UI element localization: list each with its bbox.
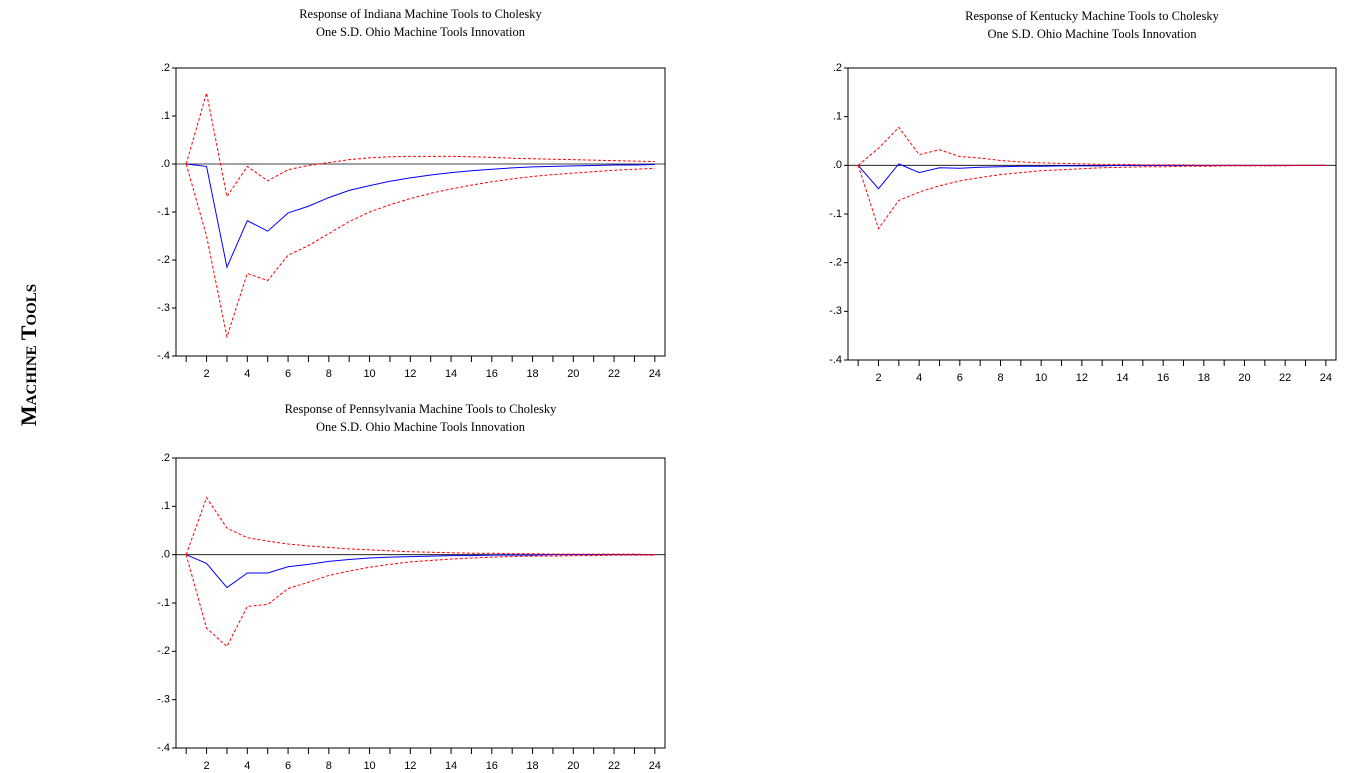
y-tick-label: -.2 xyxy=(829,257,842,269)
y-tick-label: .0 xyxy=(833,159,842,171)
x-tick-label: 24 xyxy=(649,368,661,380)
series-line xyxy=(857,164,1326,230)
x-tick-label: 24 xyxy=(1320,372,1332,384)
x-tick-label: 16 xyxy=(1157,372,1169,384)
series-line xyxy=(185,496,655,556)
series-line xyxy=(185,554,655,648)
y-tick-label: -.3 xyxy=(157,694,170,706)
y-tick-label: -.1 xyxy=(829,208,842,220)
plot-frame xyxy=(175,457,666,749)
x-tick-label: 2 xyxy=(204,368,210,380)
chart: Response of Indiana Machine Tools to Cho… xyxy=(157,7,666,380)
y-tick-label: .1 xyxy=(161,500,170,512)
x-tick-label: 10 xyxy=(363,760,375,772)
x-tick-label: 12 xyxy=(1076,372,1088,384)
chart-subtitle: One S.D. Ohio Machine Tools Innovation xyxy=(316,420,526,434)
plot-frame xyxy=(175,67,666,357)
x-tick-label: 2 xyxy=(875,372,881,384)
x-tick-label: 20 xyxy=(567,760,579,772)
y-tick-label: -.1 xyxy=(157,206,170,218)
x-tick-label: 4 xyxy=(916,372,922,384)
x-tick-label: 12 xyxy=(404,368,416,380)
y-tick-label: .1 xyxy=(161,110,170,122)
x-tick-label: 22 xyxy=(608,760,620,772)
chart-title: Response of Kentucky Machine Tools to Ch… xyxy=(965,9,1219,23)
y-tick-label: -.2 xyxy=(157,645,170,657)
chart-subtitle: One S.D. Ohio Machine Tools Innovation xyxy=(316,25,526,39)
y-tick-label: -.4 xyxy=(157,742,170,754)
chart: Response of Pennsylvania Machine Tools t… xyxy=(157,402,666,772)
x-tick-label: 14 xyxy=(445,368,457,380)
y-tick-label: .2 xyxy=(161,62,170,74)
x-tick-label: 6 xyxy=(285,760,291,772)
y-tick-label: .0 xyxy=(161,158,170,170)
x-tick-label: 16 xyxy=(486,368,498,380)
x-tick-label: 6 xyxy=(957,372,963,384)
y-tick-label: -.1 xyxy=(157,597,170,609)
x-tick-label: 4 xyxy=(244,760,250,772)
x-tick-label: 10 xyxy=(1035,372,1047,384)
x-tick-label: 10 xyxy=(363,368,375,380)
series-line xyxy=(186,163,655,269)
x-tick-label: 22 xyxy=(608,368,620,380)
y-tick-label: -.3 xyxy=(157,302,170,314)
series-line xyxy=(857,163,1326,190)
y-tick-label: -.4 xyxy=(157,350,170,362)
series-line xyxy=(185,92,655,198)
x-tick-label: 18 xyxy=(1198,372,1210,384)
y-tick-label: -.4 xyxy=(829,354,842,366)
row-label: Machine Tools xyxy=(16,284,41,426)
x-tick-label: 14 xyxy=(1116,372,1128,384)
x-tick-label: 18 xyxy=(526,368,538,380)
x-tick-label: 12 xyxy=(404,760,416,772)
chart-title: Response of Indiana Machine Tools to Cho… xyxy=(299,7,542,21)
series-line xyxy=(185,554,655,589)
chart-subtitle: One S.D. Ohio Machine Tools Innovation xyxy=(988,27,1198,41)
chart-title: Response of Pennsylvania Machine Tools t… xyxy=(285,402,558,416)
series-line xyxy=(185,163,655,339)
y-tick-label: -.3 xyxy=(829,305,842,317)
x-tick-label: 8 xyxy=(326,368,332,380)
series-line xyxy=(857,126,1326,166)
y-tick-label: .1 xyxy=(833,111,842,123)
x-tick-label: 4 xyxy=(244,368,250,380)
plot-frame xyxy=(847,67,1337,361)
x-tick-label: 20 xyxy=(567,368,579,380)
x-tick-label: 8 xyxy=(997,372,1003,384)
x-tick-label: 8 xyxy=(326,760,332,772)
x-tick-label: 16 xyxy=(486,760,498,772)
chart: Response of Kentucky Machine Tools to Ch… xyxy=(829,9,1337,384)
x-tick-label: 22 xyxy=(1279,372,1291,384)
y-tick-label: -.2 xyxy=(157,254,170,266)
x-tick-label: 6 xyxy=(285,368,291,380)
x-tick-label: 2 xyxy=(204,760,210,772)
y-tick-label: .2 xyxy=(161,452,170,464)
y-tick-label: .2 xyxy=(833,62,842,74)
x-tick-label: 20 xyxy=(1238,372,1250,384)
x-tick-label: 18 xyxy=(526,760,538,772)
x-tick-label: 24 xyxy=(649,760,661,772)
y-tick-label: .0 xyxy=(161,549,170,561)
x-tick-label: 14 xyxy=(445,760,457,772)
